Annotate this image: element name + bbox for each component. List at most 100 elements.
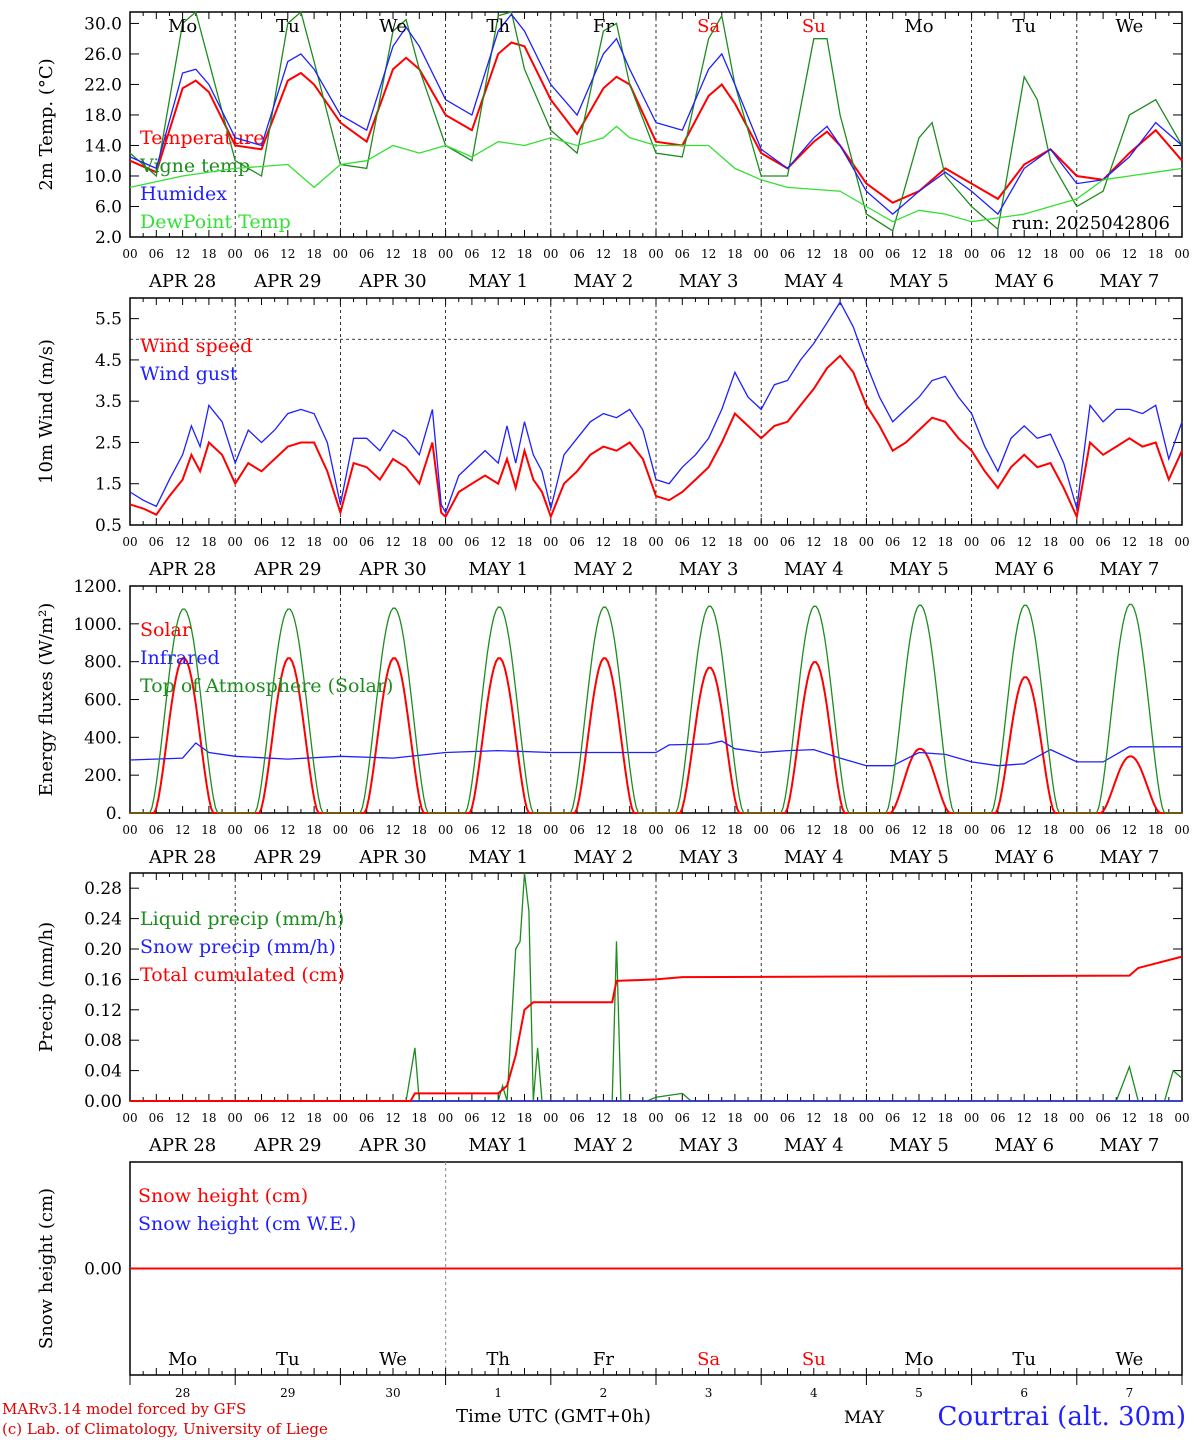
hour-tick-label: 06 xyxy=(885,535,900,549)
hour-tick-label: 12 xyxy=(596,823,611,837)
hour-tick-label: 18 xyxy=(938,247,953,261)
y-tick-label: 0.20 xyxy=(84,940,122,960)
y-tick-label: 2.5 xyxy=(95,433,122,453)
date-label: MAY 7 xyxy=(1100,847,1160,868)
day-number-label: 5 xyxy=(915,1386,923,1400)
hour-tick-label: 12 xyxy=(806,1111,821,1125)
date-label: MAY 2 xyxy=(574,559,634,580)
hour-tick-label: 06 xyxy=(1095,823,1110,837)
y-tick-label: 26.0 xyxy=(84,45,122,65)
date-label: APR 29 xyxy=(253,559,321,580)
hour-tick-label: 00 xyxy=(754,247,769,261)
y-tick-label: 600. xyxy=(84,691,122,711)
legend-entry: Solar xyxy=(140,619,192,641)
y-tick-label: 2.0 xyxy=(95,228,122,248)
date-label: MAY 4 xyxy=(784,1135,844,1156)
hour-tick-label: 12 xyxy=(596,535,611,549)
hour-tick-label: 12 xyxy=(911,535,926,549)
date-label: MAY 3 xyxy=(679,1135,739,1156)
date-label: MAY 6 xyxy=(994,847,1054,868)
date-label: MAY 3 xyxy=(679,271,739,292)
y-tick-label: 14.0 xyxy=(84,136,122,156)
hour-tick-label: 00 xyxy=(648,1111,663,1125)
y-tick-label: 1000. xyxy=(73,615,122,635)
legend-entry: Top of Atmosphere (Solar) xyxy=(140,675,393,697)
date-label: MAY 4 xyxy=(784,847,844,868)
hour-tick-label: 12 xyxy=(701,1111,716,1125)
series-line-0 xyxy=(129,354,1183,521)
hour-tick-label: 12 xyxy=(280,247,295,261)
hour-tick-label: 18 xyxy=(938,535,953,549)
legend-entry: Infrared xyxy=(140,647,220,669)
y-axis-label: Energy fluxes (W/m²) xyxy=(36,603,57,797)
legend-entry: Liquid precip (mm/h) xyxy=(140,908,344,930)
hour-tick-label: 06 xyxy=(149,1111,164,1125)
lab-credit: (c) Lab. of Climatology, University of L… xyxy=(2,1420,328,1438)
hour-tick-label: 12 xyxy=(491,535,506,549)
hour-tick-label: 06 xyxy=(149,247,164,261)
hour-tick-label: 00 xyxy=(122,1111,137,1125)
hour-tick-label: 12 xyxy=(701,535,716,549)
hour-tick-label: 00 xyxy=(648,535,663,549)
y-tick-label: 0.24 xyxy=(84,910,122,930)
hour-tick-label: 18 xyxy=(306,535,321,549)
hour-tick-label: 18 xyxy=(412,1111,427,1125)
hour-tick-label: 00 xyxy=(859,247,874,261)
y-tick-label: 0. xyxy=(106,804,122,824)
date-label: MAY 6 xyxy=(994,559,1054,580)
hour-tick-label: 18 xyxy=(832,247,847,261)
day-name-label: Tu xyxy=(1012,16,1036,37)
hour-tick-label: 06 xyxy=(359,1111,374,1125)
y-tick-label: 1.5 xyxy=(95,475,122,495)
hour-tick-label: 12 xyxy=(175,535,190,549)
date-label: APR 30 xyxy=(358,1135,426,1156)
y-tick-label: 800. xyxy=(84,653,122,673)
hour-tick-label: 00 xyxy=(859,1111,874,1125)
hour-tick-label: 00 xyxy=(122,247,137,261)
hour-tick-label: 18 xyxy=(1148,823,1163,837)
legend-entry: Snow height (cm) xyxy=(138,1185,308,1207)
hour-tick-label: 12 xyxy=(1122,823,1137,837)
hour-tick-label: 06 xyxy=(1095,247,1110,261)
date-label: MAY 4 xyxy=(784,559,844,580)
hour-tick-label: 18 xyxy=(201,247,216,261)
hour-tick-label: 00 xyxy=(754,535,769,549)
hour-tick-label: 06 xyxy=(780,247,795,261)
hour-tick-label: 06 xyxy=(254,535,269,549)
date-label: MAY 2 xyxy=(574,847,634,868)
date-label: APR 28 xyxy=(148,1135,216,1156)
hour-tick-label: 12 xyxy=(385,247,400,261)
hour-tick-label: 06 xyxy=(569,535,584,549)
hour-tick-label: 00 xyxy=(333,247,348,261)
y-tick-label: 18.0 xyxy=(84,106,122,126)
hour-tick-label: 00 xyxy=(1174,247,1189,261)
date-label: MAY 1 xyxy=(468,1135,528,1156)
time-axis-label: Time UTC (GMT+0h) xyxy=(456,1406,651,1427)
date-label: MAY 1 xyxy=(468,271,528,292)
date-label: APR 30 xyxy=(358,271,426,292)
hour-tick-label: 06 xyxy=(464,247,479,261)
day-name-label: We xyxy=(1116,1349,1144,1370)
day-name-label: Sa xyxy=(697,1349,720,1370)
date-label: APR 28 xyxy=(148,271,216,292)
hour-tick-label: 06 xyxy=(885,823,900,837)
hour-tick-label: 06 xyxy=(254,1111,269,1125)
hour-tick-label: 18 xyxy=(1043,823,1058,837)
hour-tick-label: 18 xyxy=(727,1111,742,1125)
hour-tick-label: 12 xyxy=(596,247,611,261)
hour-tick-label: 00 xyxy=(333,1111,348,1125)
hour-tick-label: 06 xyxy=(675,1111,690,1125)
hour-tick-label: 00 xyxy=(859,823,874,837)
date-label: APR 29 xyxy=(253,271,321,292)
hour-tick-label: 12 xyxy=(280,823,295,837)
hour-tick-label: 00 xyxy=(438,1111,453,1125)
y-tick-label: 10.0 xyxy=(84,167,122,187)
hour-tick-label: 00 xyxy=(438,535,453,549)
hour-tick-label: 18 xyxy=(517,535,532,549)
legend-entry: Total cumulated (cm) xyxy=(140,964,345,986)
date-label: MAY 7 xyxy=(1100,559,1160,580)
date-label: MAY 6 xyxy=(994,271,1054,292)
y-tick-label: 0.00 xyxy=(84,1260,122,1280)
hour-tick-label: 12 xyxy=(280,1111,295,1125)
hour-tick-label: 00 xyxy=(1174,535,1189,549)
